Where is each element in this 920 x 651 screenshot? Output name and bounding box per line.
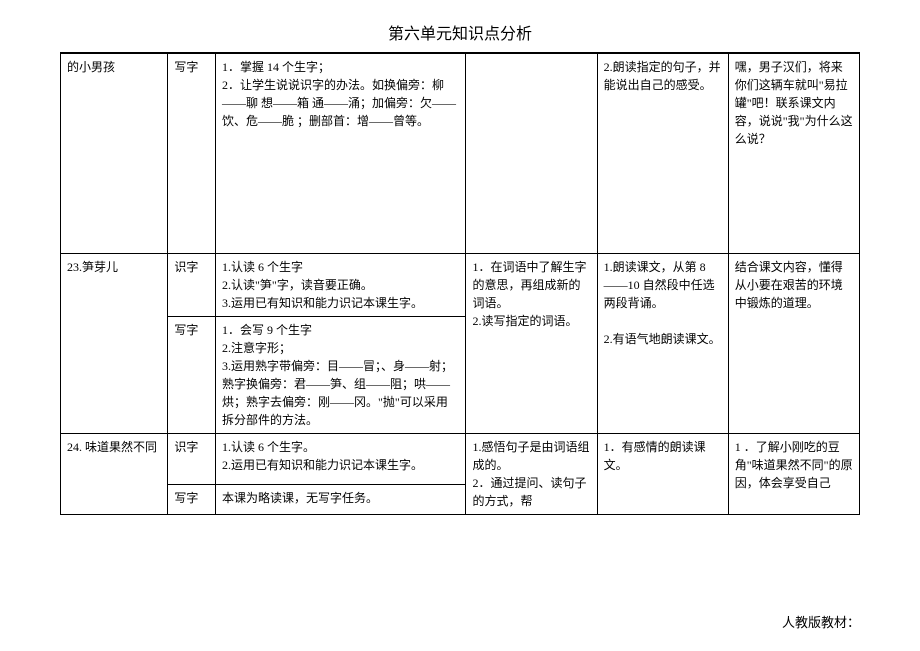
type-cell: 写字 bbox=[168, 317, 216, 434]
content-cell: 1.感悟句子是由词语组成的。 2．通过提问、读句子的方式，帮 bbox=[466, 434, 597, 515]
content-cell: 结合课文内容，懂得从小要在艰苦的环境中锻炼的道理。 bbox=[728, 254, 859, 434]
content-cell bbox=[466, 54, 597, 254]
page-title: 第六单元知识点分析 bbox=[60, 20, 860, 44]
type-cell: 识字 bbox=[168, 434, 216, 485]
content-cell: 1．有感情的朗读课文。 bbox=[597, 434, 728, 515]
content-cell: 1.朗读课文，从第 8——10 自然段中任选两段背诵。 2.有语气地朗读课文。 bbox=[597, 254, 728, 434]
knowledge-table: 的小男孩 写字 1．掌握 14 个生字； 2．让学生说说识字的办法。如换偏旁：柳… bbox=[60, 53, 860, 515]
content-cell: 1 ．了解小刚吃的豆角"味道果然不同"的原因，体会享受自己 bbox=[728, 434, 859, 515]
content-cell: 1．掌握 14 个生字； 2．让学生说说识字的办法。如换偏旁：柳——聊 想——箱… bbox=[216, 54, 466, 254]
content-cell: 1.认读 6 个生字。 2.运用已有知识和能力识记本课生字。 bbox=[216, 434, 466, 485]
content-cell: 1.认读 6 个生字 2.认读"笋"字，读音要正确。 3.运用已有知识和能力识记… bbox=[216, 254, 466, 317]
lesson-cell: 的小男孩 bbox=[61, 54, 168, 254]
type-cell: 写字 bbox=[168, 484, 216, 514]
type-cell: 写字 bbox=[168, 54, 216, 254]
content-cell: 嘿，男子汉们，将来你们这辆车就叫"易拉罐"吧！联系课文内容，说说"我"为什么这么… bbox=[728, 54, 859, 254]
content-cell: 本课为略读课，无写字任务。 bbox=[216, 484, 466, 514]
content-cell: 2.朗读指定的句子，并能说出自己的感受。 bbox=[597, 54, 728, 254]
lesson-cell: 24. 味道果然不同 bbox=[61, 434, 168, 515]
lesson-cell: 23.笋芽儿 bbox=[61, 254, 168, 434]
type-cell: 识字 bbox=[168, 254, 216, 317]
footer-text: 人教版教材： bbox=[782, 612, 860, 631]
content-cell: 1．会写 9 个生字 2.注意字形； 3.运用熟字带偏旁：目——冒；、身——射；… bbox=[216, 317, 466, 434]
content-cell: 1．在词语中了解生字的意思，再组成新的词语。 2.读写指定的词语。 bbox=[466, 254, 597, 434]
